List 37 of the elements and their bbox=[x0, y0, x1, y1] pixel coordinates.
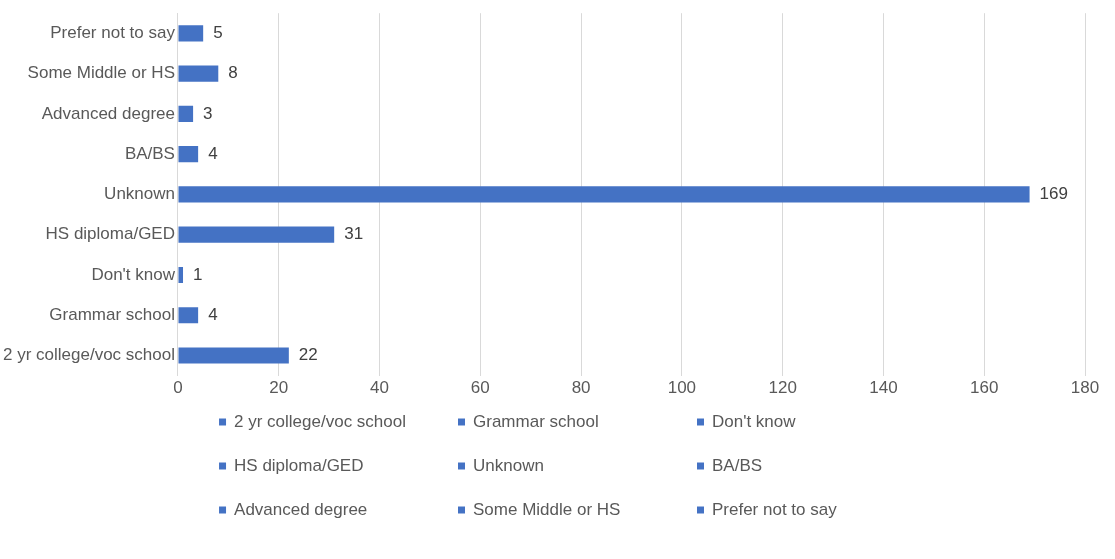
legend-label: 2 yr college/voc school bbox=[234, 411, 407, 431]
x-tick-label: 60 bbox=[470, 378, 490, 398]
legend-label: Prefer not to say bbox=[711, 499, 838, 519]
y-tick-label: Unknown bbox=[104, 184, 175, 204]
x-tick-label: 120 bbox=[768, 378, 797, 398]
x-tick-label: 160 bbox=[970, 378, 999, 398]
data-label: 5 bbox=[213, 23, 223, 43]
x-tick-label: 140 bbox=[869, 378, 898, 398]
y-tick-label: Prefer not to say bbox=[50, 23, 176, 43]
data-label: 4 bbox=[208, 143, 218, 163]
legend-label: HS diploma/GED bbox=[234, 455, 364, 475]
legend-label: Advanced degree bbox=[234, 499, 368, 519]
y-tick-label: BA/BS bbox=[124, 143, 175, 163]
legend-label: Don't know bbox=[711, 411, 797, 431]
data-label: 31 bbox=[344, 224, 364, 244]
x-tick-label: 180 bbox=[1070, 378, 1100, 398]
legend-label: BA/BS bbox=[711, 455, 763, 475]
y-tick-label: Advanced degree bbox=[41, 103, 175, 123]
legend-label: Some Middle or HS bbox=[473, 499, 621, 519]
y-tick-label: HS diploma/GED bbox=[45, 224, 175, 244]
data-label: 1 bbox=[193, 264, 203, 284]
data-label: 22 bbox=[298, 345, 318, 365]
x-tick-label: 0 bbox=[173, 378, 183, 398]
y-tick-label: Don't know bbox=[91, 264, 176, 284]
data-label: 3 bbox=[203, 103, 213, 123]
y-tick-label: 2 yr college/voc school bbox=[2, 345, 175, 365]
legend-label: Unknown bbox=[473, 455, 544, 475]
x-tick-label: 80 bbox=[571, 378, 591, 398]
data-label: 169 bbox=[1039, 184, 1068, 204]
legend-label: Grammar school bbox=[473, 411, 599, 431]
x-tick-label: 40 bbox=[370, 378, 389, 398]
data-label: 4 bbox=[208, 304, 218, 324]
y-tick-label: Grammar school bbox=[49, 304, 175, 324]
data-label: 8 bbox=[228, 63, 238, 83]
y-tick-label: Some Middle or HS bbox=[27, 63, 175, 83]
x-tick-label: 20 bbox=[269, 378, 289, 398]
x-tick-label: 100 bbox=[667, 378, 697, 398]
